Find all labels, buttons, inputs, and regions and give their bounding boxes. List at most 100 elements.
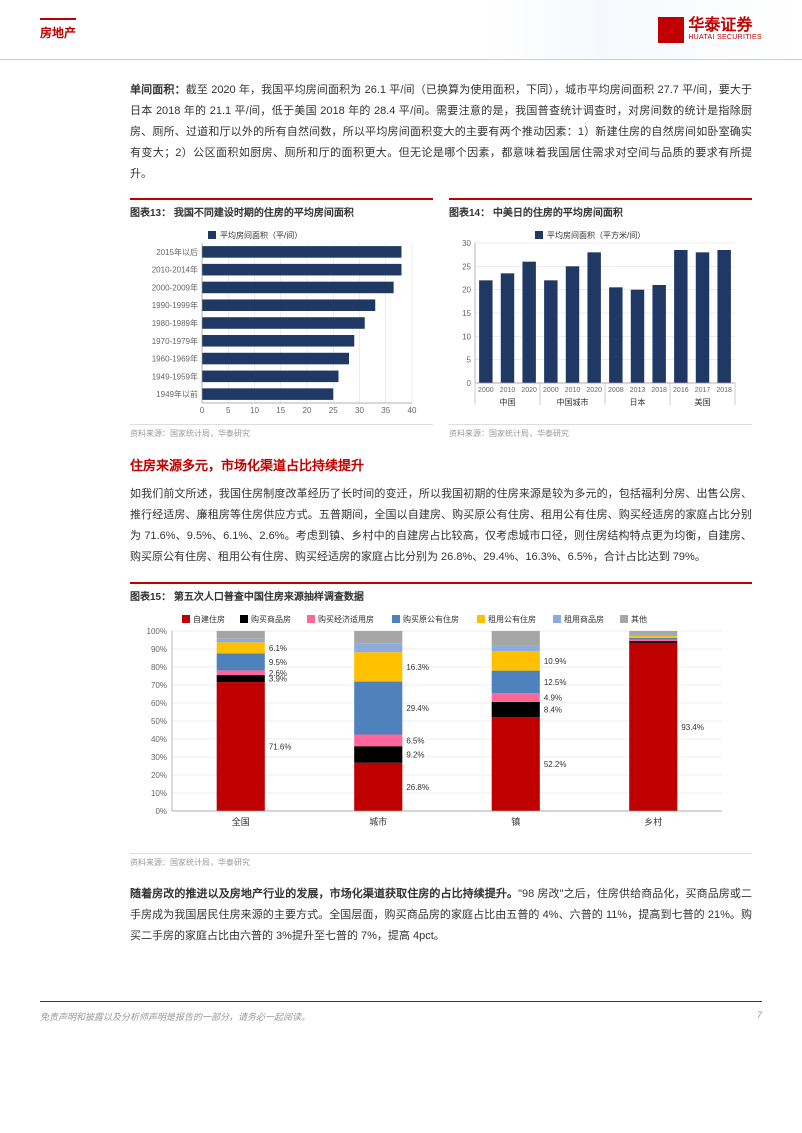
svg-text:10: 10	[462, 333, 471, 342]
svg-text:15: 15	[276, 406, 285, 415]
svg-text:租用公有住房: 租用公有住房	[488, 614, 536, 624]
svg-text:1949-1959年: 1949-1959年	[152, 372, 198, 382]
paragraph-1: 单间面积：截至 2020 年，我国平均房间面积为 26.1 平/间（已换算为使用…	[130, 80, 752, 184]
svg-text:2.6%: 2.6%	[269, 669, 287, 678]
svg-text:2020: 2020	[586, 387, 602, 394]
svg-text:2018: 2018	[651, 387, 667, 394]
svg-text:日本: 日本	[630, 397, 646, 407]
svg-text:2018: 2018	[716, 387, 732, 394]
svg-text:71.6%: 71.6%	[269, 743, 292, 752]
chart15: 自建住房购买商品房购买经济适用房购买原公有住房租用公有住房租用商品房其他0%10…	[130, 609, 752, 849]
svg-text:6.1%: 6.1%	[269, 644, 287, 653]
chart14-source: 资料来源：国家统计局，华泰研究	[449, 424, 752, 439]
chart14-svg: 平均房间面积（平方米/间）051015202530200020102020中国2…	[449, 225, 744, 415]
svg-text:1980-1989年: 1980-1989年	[152, 318, 198, 328]
chart14-title: 图表14： 中美日的住房的平均房间面积	[449, 198, 752, 219]
svg-text:1970-1979年: 1970-1979年	[152, 336, 198, 346]
svg-text:城市: 城市	[369, 816, 387, 827]
svg-text:16.3%: 16.3%	[406, 663, 429, 672]
svg-text:70%: 70%	[151, 681, 167, 690]
chart14: 平均房间面积（平方米/间）051015202530200020102020中国2…	[449, 225, 752, 420]
logo-block: 华泰证券 HUATAI SECURITIES	[658, 17, 762, 43]
logo-subtext: HUATAI SECURITIES	[688, 34, 762, 41]
svg-text:2010: 2010	[500, 387, 516, 394]
svg-text:52.2%: 52.2%	[544, 760, 567, 769]
logo-icon	[658, 17, 684, 43]
svg-text:35: 35	[381, 406, 390, 415]
svg-text:40%: 40%	[151, 735, 167, 744]
svg-text:2016: 2016	[673, 387, 689, 394]
svg-text:自建住房: 自建住房	[193, 614, 225, 624]
svg-text:0%: 0%	[155, 807, 167, 816]
svg-text:2015年以后: 2015年以后	[156, 247, 198, 257]
svg-text:40: 40	[408, 406, 417, 415]
svg-text:2000-2009年: 2000-2009年	[152, 283, 198, 293]
chart15-source: 资料来源：国家统计局，华泰研究	[130, 853, 752, 868]
section-title-2: 住房来源多元，市场化渠道占比持续提升	[130, 455, 752, 474]
svg-text:90%: 90%	[151, 645, 167, 654]
page-header: 房地产 华泰证券 HUATAI SECURITIES	[0, 0, 802, 60]
chart13-title: 图表13： 我国不同建设时期的住房的平均房间面积	[130, 198, 433, 219]
svg-text:4.9%: 4.9%	[544, 694, 562, 703]
svg-text:60%: 60%	[151, 699, 167, 708]
para1-lead: 单间面积：	[130, 84, 186, 96]
svg-text:5: 5	[467, 356, 472, 365]
paragraph-2: 如我们前文所述，我国住房制度改革经历了长时间的变迁，所以我国初期的住房来源是较为…	[130, 484, 752, 568]
svg-text:5: 5	[226, 406, 231, 415]
category-label: 房地产	[40, 18, 76, 41]
svg-text:12.5%: 12.5%	[544, 678, 567, 687]
svg-text:2017: 2017	[695, 387, 711, 394]
svg-text:20%: 20%	[151, 771, 167, 780]
svg-text:全国: 全国	[232, 816, 250, 827]
svg-text:美国: 美国	[695, 397, 711, 407]
svg-text:平均房间面积（平/间）: 平均房间面积（平/间）	[220, 230, 302, 240]
svg-text:购买原公有住房: 购买原公有住房	[403, 614, 459, 624]
logo-text: 华泰证券	[688, 18, 762, 34]
svg-text:30: 30	[462, 239, 471, 248]
svg-text:8.4%: 8.4%	[544, 705, 562, 714]
chart13-svg: 平均房间面积（平/间）05101520253035402015年以后2010-2…	[130, 225, 425, 415]
svg-text:80%: 80%	[151, 663, 167, 672]
svg-text:10.9%: 10.9%	[544, 657, 567, 666]
svg-text:2010-2014年: 2010-2014年	[152, 265, 198, 275]
svg-text:15: 15	[462, 309, 471, 318]
svg-text:100%: 100%	[147, 627, 167, 636]
chart13-source: 资料来源：国家统计局，华泰研究	[130, 424, 433, 439]
svg-text:20: 20	[303, 406, 312, 415]
svg-text:平均房间面积（平方米/间）: 平均房间面积（平方米/间）	[547, 230, 645, 240]
paragraph-3: 随着房改的推进以及房地产行业的发展，市场化渠道获取住房的占比持续提升。"98 房…	[130, 884, 752, 947]
svg-text:10%: 10%	[151, 789, 167, 798]
svg-text:9.5%: 9.5%	[269, 658, 287, 667]
para3-lead: 随着房改的推进以及房地产行业的发展，市场化渠道获取住房的占比持续提升。	[130, 888, 518, 900]
svg-text:镇: 镇	[511, 816, 520, 827]
svg-text:2010: 2010	[565, 387, 581, 394]
svg-text:1990-1999年: 1990-1999年	[152, 301, 198, 311]
svg-text:29.4%: 29.4%	[406, 704, 429, 713]
page-footer: 免责声明和披露以及分析师声明是报告的一部分，请务必一起阅读。 7	[40, 1001, 762, 1043]
svg-text:乡村: 乡村	[644, 816, 662, 827]
svg-text:25: 25	[329, 406, 338, 415]
svg-text:2020: 2020	[521, 387, 537, 394]
svg-text:2013: 2013	[630, 387, 646, 394]
chart15-svg: 自建住房购买商品房购买经济适用房购买原公有住房租用公有住房租用商品房其他0%10…	[130, 609, 740, 844]
svg-text:租用商品房: 租用商品房	[564, 614, 604, 624]
svg-text:93.4%: 93.4%	[681, 723, 704, 732]
chart15-title: 图表15： 第五次人口普查中国住房来源抽样调查数据	[130, 582, 752, 603]
footer-disclaimer: 免责声明和披露以及分析师声明是报告的一部分，请务必一起阅读。	[40, 1010, 310, 1023]
svg-text:9.2%: 9.2%	[406, 750, 424, 759]
svg-text:中国城市: 中国城市	[557, 397, 589, 407]
svg-text:2000: 2000	[478, 387, 494, 394]
svg-text:50%: 50%	[151, 717, 167, 726]
svg-text:26.8%: 26.8%	[406, 783, 429, 792]
chart13: 平均房间面积（平/间）05101520253035402015年以后2010-2…	[130, 225, 433, 420]
svg-text:其他: 其他	[631, 614, 647, 624]
svg-text:30: 30	[355, 406, 364, 415]
svg-text:20: 20	[462, 286, 471, 295]
svg-text:25: 25	[462, 263, 471, 272]
footer-page: 7	[757, 1010, 762, 1023]
svg-text:购买经济适用房: 购买经济适用房	[318, 614, 374, 624]
svg-text:0: 0	[467, 379, 472, 388]
svg-text:6.5%: 6.5%	[406, 736, 424, 745]
svg-text:2000: 2000	[543, 387, 559, 394]
svg-text:10: 10	[250, 406, 259, 415]
